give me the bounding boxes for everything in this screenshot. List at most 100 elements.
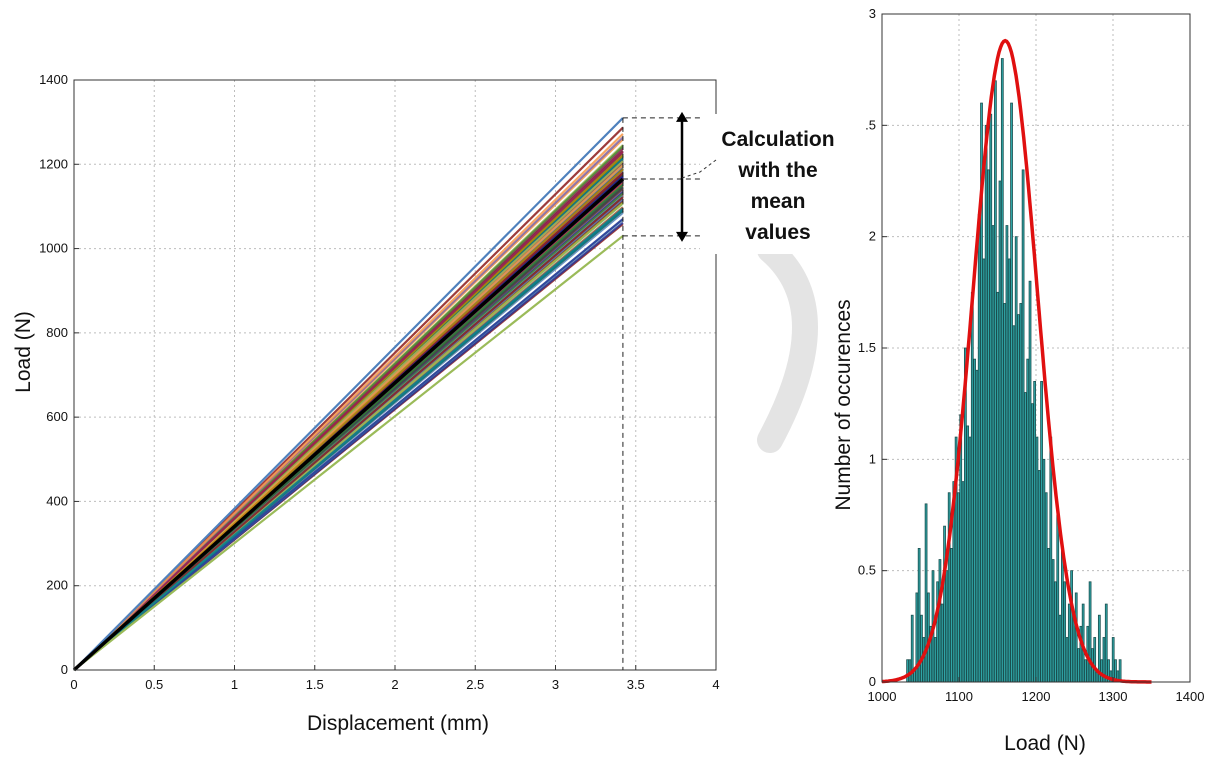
right-y-tick-label: 0.5 xyxy=(858,563,876,578)
histogram-bar xyxy=(1111,637,1115,683)
histogram-bar xyxy=(1021,169,1025,683)
histogram-bar xyxy=(1007,258,1011,683)
left-y-tick-label: 0 xyxy=(61,662,68,677)
histogram-bar xyxy=(1003,303,1006,683)
histogram-bar xyxy=(1033,380,1037,683)
left-x-tick-label: 1 xyxy=(231,677,238,692)
histogram-bar xyxy=(1074,592,1078,683)
left-x-tick-label: 0 xyxy=(70,677,77,692)
normal-fit-curve xyxy=(882,38,1152,684)
left-x-tick-label: 4 xyxy=(712,677,719,692)
histogram-bar xyxy=(1065,637,1069,683)
left-x-tick-label: 1.5 xyxy=(306,677,324,692)
watermark-arc xyxy=(757,237,818,453)
histogram-bar xyxy=(1000,58,1004,683)
simulation-line xyxy=(73,133,624,671)
histogram-bar xyxy=(906,659,909,683)
right-x-tick-label: 1400 xyxy=(1176,689,1205,704)
histogram-bar xyxy=(1024,392,1027,683)
histogram-bar xyxy=(1070,570,1073,683)
right-y-tick-label: .5 xyxy=(865,117,876,132)
simulation-line xyxy=(73,207,624,671)
histogram-bar xyxy=(920,614,923,683)
left-x-tick-label: 0.5 xyxy=(145,677,163,692)
histogram-bar xyxy=(933,637,937,683)
load-displacement-chart: 0 0.5 1 1.5 2 2.5 3 3.5 4 0 200 400 600 800 1000 1200 1… xyxy=(12,72,860,735)
histogram-bar xyxy=(961,481,965,683)
annotation-line-1: Calculation xyxy=(721,128,834,151)
histogram-bar xyxy=(966,425,970,683)
left-x-tick-label: 3 xyxy=(552,677,559,692)
mean-value-line xyxy=(72,177,625,672)
histogram-bar xyxy=(940,603,944,683)
histogram-bar xyxy=(950,548,953,683)
histogram-bar xyxy=(1067,603,1071,683)
histogram-bar xyxy=(982,258,986,683)
left-y-axis-label: Load (N) xyxy=(12,311,35,393)
right-y-tick-label: 0 xyxy=(869,674,876,689)
histogram-bar xyxy=(1019,303,1023,683)
histogram-bar xyxy=(945,570,949,683)
histogram-bar xyxy=(987,169,990,683)
right-y-tick-label: 1.5 xyxy=(858,340,876,355)
histogram-bar xyxy=(991,225,995,683)
histogram-bar xyxy=(998,180,1002,683)
histogram-bar xyxy=(1049,436,1053,683)
histogram-bar xyxy=(1077,648,1080,683)
simulation-line xyxy=(73,196,624,671)
histogram-bar xyxy=(1012,325,1016,683)
left-y-tick-label: 200 xyxy=(46,578,68,593)
simulation-line xyxy=(73,117,624,671)
annotation-line-2: with the xyxy=(737,159,817,182)
histogram-bar xyxy=(996,291,1000,683)
annotation-line-4: values xyxy=(745,221,810,244)
histogram-bar xyxy=(1035,436,1039,683)
histogram-bar xyxy=(1005,225,1009,683)
left-x-ticks: 0 0.5 1 1.5 2 2.5 3 3.5 4 xyxy=(70,665,720,692)
histogram-bar xyxy=(1061,548,1064,683)
histogram-bar xyxy=(1047,548,1050,683)
histogram-bar xyxy=(1054,581,1057,683)
left-y-tick-label: 600 xyxy=(46,409,68,424)
histogram-bar xyxy=(1118,659,1122,683)
histogram-bar xyxy=(1010,102,1013,683)
histogram-bar xyxy=(1051,559,1055,683)
histogram-bar xyxy=(1040,380,1043,683)
left-y-tick-label: 800 xyxy=(46,325,68,340)
histogram-bars xyxy=(906,58,1122,683)
histogram-bar xyxy=(1042,458,1046,683)
right-y-ticks: 0 0.5 1 1.5 2 .5 3 xyxy=(858,6,887,689)
annotation-text: Calculation with the mean values xyxy=(721,128,834,244)
left-x-tick-label: 2 xyxy=(391,677,398,692)
simulation-line xyxy=(73,151,624,671)
right-x-axis-label: Load (N) xyxy=(1004,732,1086,755)
histogram-bar xyxy=(908,659,912,683)
histogram-bar xyxy=(1044,492,1048,683)
histogram-bar xyxy=(994,80,997,683)
left-x-tick-label: 3.5 xyxy=(627,677,645,692)
left-x-axis-label: Displacement (mm) xyxy=(307,712,489,735)
histogram-bar xyxy=(989,113,993,683)
left-y-ticks: 0 200 400 600 800 1000 1200 1400 xyxy=(39,72,79,677)
histogram-bar xyxy=(984,124,988,683)
load-histogram-chart: 1000 1100 1200 1300 1400 0 0.5 1 1.5 2 .5 3 Load (… xyxy=(832,6,1204,755)
histogram-bar xyxy=(936,581,939,683)
arrow-head-up xyxy=(676,111,688,122)
right-x-ticks: 1000 1100 1200 1300 1400 xyxy=(868,677,1205,704)
left-y-tick-label: 1000 xyxy=(39,241,68,256)
histogram-bar xyxy=(968,436,972,683)
histogram-bar xyxy=(1104,603,1108,683)
histogram-bar xyxy=(1037,470,1041,683)
histogram-bar xyxy=(1028,280,1032,683)
arrow-head-down xyxy=(676,231,688,242)
left-y-tick-label: 1200 xyxy=(39,156,68,171)
right-y-tick-label: 1 xyxy=(869,451,876,466)
right-y-tick-label: 3 xyxy=(869,6,876,21)
histogram-bar xyxy=(1063,581,1067,683)
left-x-tick-label: 2.5 xyxy=(466,677,484,692)
histogram-bar xyxy=(1084,659,1087,683)
right-x-tick-label: 1300 xyxy=(1099,689,1128,704)
right-y-tick-label: 2 xyxy=(869,229,876,244)
right-x-tick-label: 1000 xyxy=(868,689,897,704)
histogram-bar xyxy=(970,291,974,683)
